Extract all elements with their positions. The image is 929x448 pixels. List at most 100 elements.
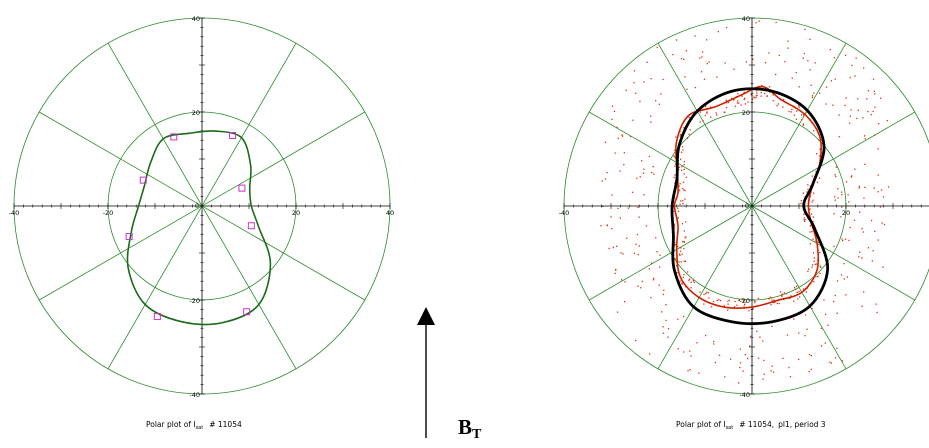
scatter-point — [682, 188, 684, 190]
scatter-point — [775, 21, 777, 24]
scatter-point — [878, 123, 880, 125]
scatter-point — [739, 366, 741, 369]
scatter-point — [809, 69, 811, 71]
fit-curve-line-left — [126, 130, 272, 326]
scatter-point — [793, 286, 796, 289]
scatter-point — [678, 253, 681, 255]
scatter-point — [685, 221, 687, 223]
tick-label-right: 0 — [745, 202, 749, 210]
scatter-point — [858, 185, 860, 188]
scatter-point — [648, 155, 651, 158]
scatter-point — [723, 111, 725, 113]
scatter-point — [706, 111, 708, 113]
scatter-point — [601, 180, 603, 182]
scatter-point — [713, 343, 715, 345]
scatter-point — [781, 293, 783, 295]
scatter-point — [683, 127, 685, 129]
scatter-point — [834, 78, 836, 80]
scatter-point — [614, 272, 616, 274]
scatter-point — [604, 141, 607, 143]
scatter-point — [882, 196, 885, 198]
scatter-point — [680, 261, 682, 263]
scatter-point — [769, 296, 771, 298]
scatter-point — [674, 249, 676, 252]
scatter-point — [819, 272, 821, 274]
scatter-point — [760, 95, 762, 97]
scatter-point — [794, 288, 797, 290]
scatter-point — [840, 216, 842, 218]
scatter-point — [859, 251, 861, 253]
scatter-point — [672, 53, 674, 56]
scatter-point — [684, 189, 686, 192]
scatter-point — [724, 376, 726, 378]
scatter-point — [764, 92, 766, 95]
scatter-point — [876, 311, 878, 314]
scatter-point — [824, 342, 826, 344]
tick-label-left: 20 — [192, 109, 200, 117]
scatter-point — [643, 194, 645, 196]
scatter-point — [819, 252, 821, 254]
scatter-point — [782, 357, 784, 359]
polar-ticks-right: -40 20 20 -20 40 -40 0 — [559, 15, 850, 399]
field-arrow-label: BT — [458, 415, 482, 442]
scatter-point — [620, 252, 622, 254]
scatter-point — [813, 260, 815, 262]
scatter-point — [725, 26, 728, 29]
scatter-point — [744, 97, 746, 99]
scatter-point — [615, 269, 617, 271]
scatter-point — [674, 174, 676, 176]
scatter-point — [636, 233, 639, 236]
scatter-point — [864, 135, 866, 137]
scatter-point — [751, 98, 754, 100]
scatter-point — [803, 213, 805, 215]
scatter-point — [798, 332, 800, 334]
scatter-point — [811, 266, 813, 268]
caption-left: Polar plot of Isat # 11054 — [146, 420, 242, 431]
scatter-point — [678, 166, 680, 168]
scatter-point — [825, 313, 827, 315]
scatter-point — [708, 297, 710, 299]
scatter-point — [789, 376, 792, 378]
scatter-point — [818, 139, 820, 141]
scatter-point — [656, 251, 658, 253]
scatter-point — [681, 223, 684, 225]
scatter-point — [772, 371, 775, 373]
scatter-point — [871, 260, 873, 262]
scatter-point — [813, 92, 815, 94]
tick-label-left: -20 — [189, 297, 200, 305]
scatter-point — [764, 62, 767, 64]
scatter-point — [805, 112, 807, 114]
scatter-point — [712, 300, 715, 303]
scatter-point — [635, 92, 637, 94]
scatter-point — [758, 20, 760, 22]
scatter-point — [864, 186, 866, 188]
scatter-point — [679, 183, 681, 185]
scatter-point — [820, 345, 823, 347]
scatter-point — [683, 164, 685, 166]
scatter-point — [727, 309, 729, 311]
scatter-point — [660, 93, 662, 95]
scatter-point — [734, 300, 736, 303]
scatter-point — [702, 120, 704, 122]
scatter-point — [847, 194, 849, 196]
scatter-point — [841, 360, 844, 362]
scatter-point — [862, 117, 864, 119]
scatter-point — [662, 78, 664, 81]
scatter-point — [688, 116, 690, 119]
scatter-point — [772, 94, 774, 96]
scatter-point — [683, 241, 685, 243]
scatter-point — [683, 173, 685, 175]
data-marker — [243, 308, 251, 316]
scatter-point — [752, 58, 754, 60]
tick-label-right: -40 — [739, 391, 750, 399]
scatter-point — [701, 51, 704, 53]
scatter-point — [858, 256, 860, 258]
scatter-point — [641, 160, 643, 162]
scatter-point — [699, 291, 701, 293]
scatter-point — [841, 238, 843, 240]
scatter-point — [874, 106, 876, 108]
scatter-point — [755, 22, 757, 24]
scatter-point — [639, 176, 641, 178]
scatter-point — [870, 219, 873, 222]
scatter-point — [814, 240, 816, 242]
